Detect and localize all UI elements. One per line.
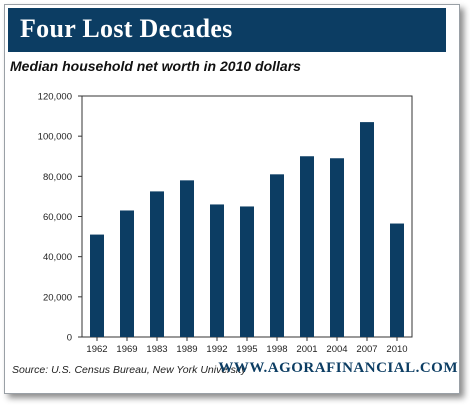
x-tick-label: 2001 (296, 344, 317, 355)
bar (120, 210, 134, 337)
plot-area: 0 20,000 40,000 60,000 80,000 100,000 120,000 1… (38, 92, 413, 355)
brand-url: WWW.AGORAFINANCIAL.COM (218, 360, 458, 376)
y-tick-label: 20,000 (43, 292, 72, 303)
y-tick-label: 0 (67, 333, 72, 344)
y-tick-label: 60,000 (43, 212, 72, 223)
x-tick-label: 1989 (176, 344, 197, 355)
y-tick-label: 80,000 (43, 172, 72, 183)
x-tick-label: 2010 (386, 344, 407, 355)
source-note: Source: U.S. Census Bureau, New York Uni… (12, 364, 247, 376)
bar (180, 180, 194, 337)
x-tick-label: 1998 (266, 344, 287, 355)
x-tick-label: 1962 (86, 344, 107, 355)
x-tick-label: 1992 (206, 344, 227, 355)
bar (300, 156, 314, 337)
x-tick-label: 1983 (146, 344, 167, 355)
chart-card (4, 4, 460, 394)
x-tick-label: 1995 (236, 344, 257, 355)
bar (240, 206, 254, 337)
page-title: Four Lost Decades (20, 14, 233, 43)
y-tick-label: 120,000 (38, 92, 72, 103)
x-tick-label: 2007 (356, 344, 377, 355)
chart-subtitle: Median household net worth in 2010 dolla… (10, 58, 301, 74)
x-tick-label: 2004 (326, 344, 347, 355)
y-tick-label: 40,000 (43, 252, 72, 263)
bar (330, 158, 344, 337)
x-tick-label: 1969 (116, 344, 137, 355)
bar (360, 122, 374, 337)
y-tick-label: 100,000 (38, 132, 72, 143)
bar (150, 191, 164, 337)
bar (270, 174, 284, 337)
bar (90, 234, 104, 337)
bar (390, 223, 404, 337)
title-banner: Four Lost Decades (8, 8, 446, 52)
bar (210, 204, 224, 337)
